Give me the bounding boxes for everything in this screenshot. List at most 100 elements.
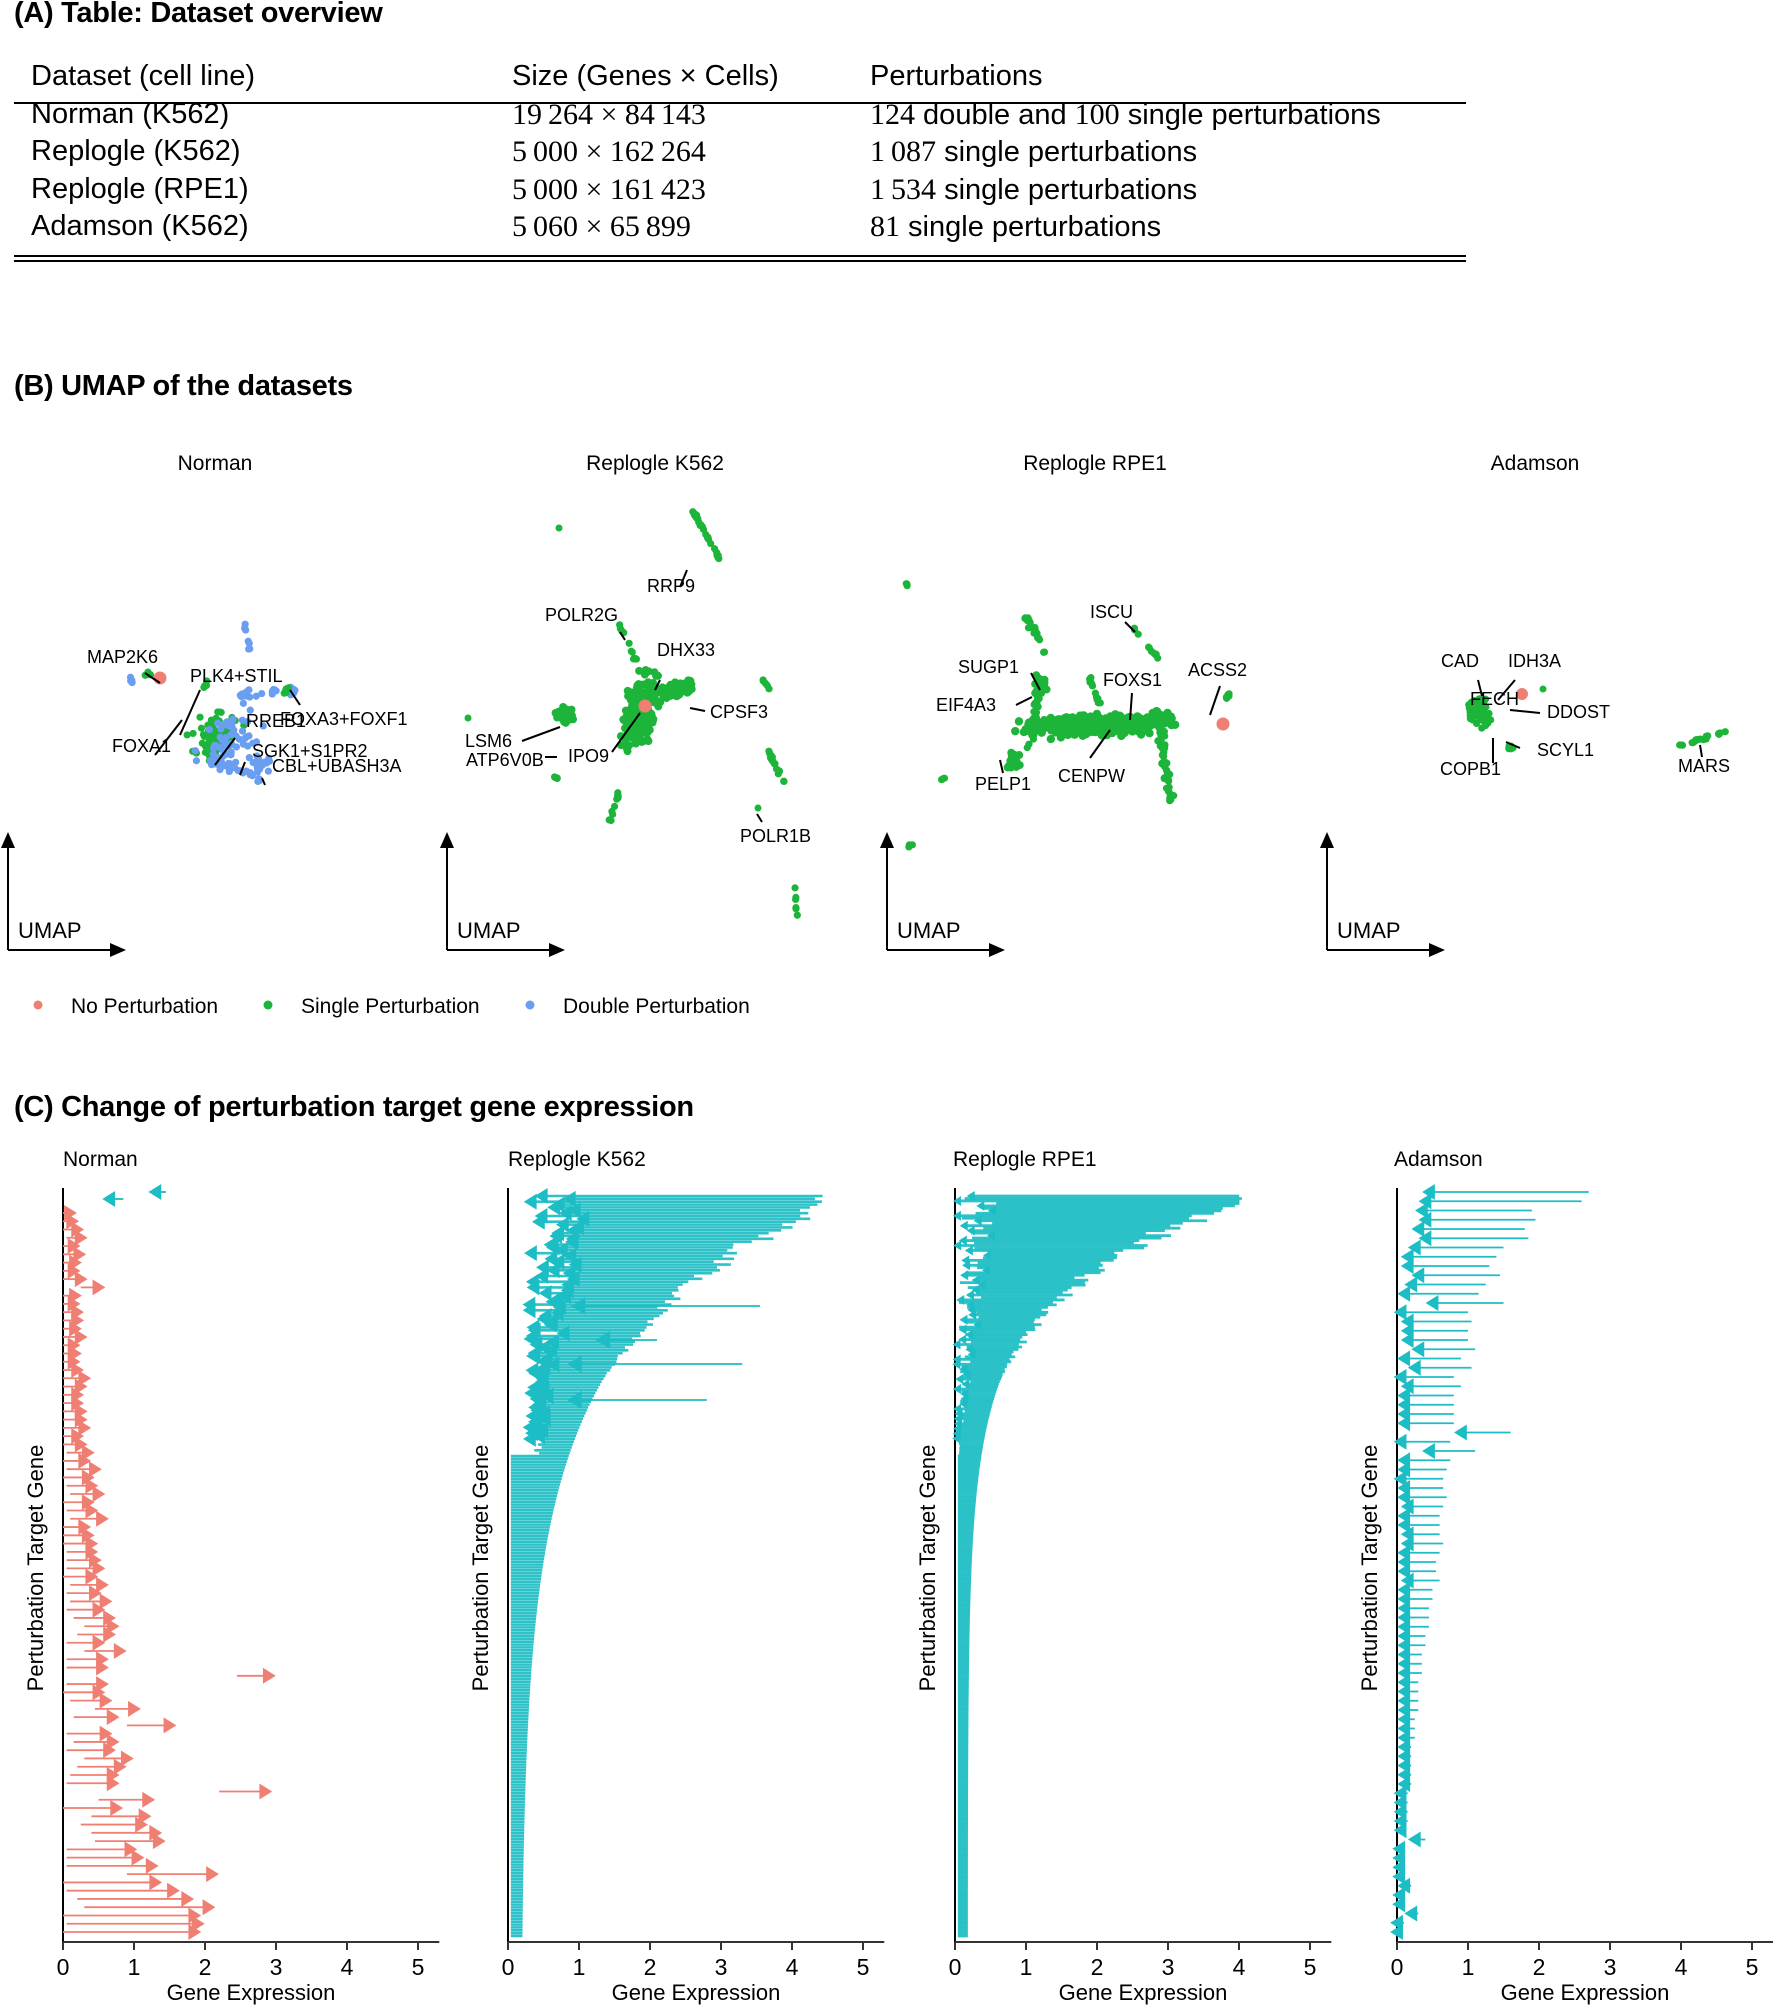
arrow-head bbox=[85, 1543, 99, 1560]
umap-point bbox=[792, 903, 800, 912]
arrow-head bbox=[952, 1339, 961, 1350]
umap-gene-label: FOXS1 bbox=[1103, 670, 1162, 690]
arrow-head bbox=[952, 1210, 961, 1221]
umap-point bbox=[244, 637, 252, 645]
arrow-head bbox=[1397, 1285, 1411, 1302]
arrow-head bbox=[1400, 1535, 1414, 1552]
arrow-head bbox=[113, 1643, 127, 1660]
arrow-head bbox=[952, 1433, 961, 1444]
x-tick-label: 1 bbox=[1462, 1954, 1475, 1980]
umap-point bbox=[1161, 744, 1169, 752]
arrow-head bbox=[536, 1310, 550, 1327]
arrow-head bbox=[1393, 1470, 1407, 1487]
umap-gene-label: MARS bbox=[1678, 756, 1730, 776]
label-leader-line bbox=[611, 712, 641, 753]
umap-point bbox=[1046, 734, 1056, 744]
umap-point bbox=[1704, 732, 1712, 740]
arrow-head bbox=[545, 1239, 559, 1256]
x-axis-label: Gene Expression bbox=[612, 1980, 781, 2005]
arrow-head bbox=[163, 1717, 177, 1734]
arrow-head bbox=[973, 1215, 982, 1226]
label-leader-line bbox=[1699, 744, 1703, 758]
table-row: Norman (K562) 19 264 × 84 143 124 double a… bbox=[14, 96, 1466, 134]
panel-a-title: (A) Table: Dataset overview bbox=[14, 0, 383, 29]
arrow-head bbox=[92, 1601, 106, 1618]
arrow-head bbox=[142, 1791, 156, 1808]
arrow-head bbox=[1397, 1517, 1411, 1533]
arrow-head bbox=[74, 1229, 88, 1246]
umap-point bbox=[1103, 726, 1112, 735]
umap-point bbox=[1688, 739, 1696, 747]
umap-plot-replogle-k562: Replogle K562 UMAP bbox=[440, 452, 724, 957]
umap-gene-label: CENPW bbox=[1058, 766, 1125, 786]
label-leader-line bbox=[654, 679, 661, 691]
arrow-head bbox=[526, 1348, 539, 1364]
umap-point bbox=[616, 625, 624, 633]
x-tick-label: 1 bbox=[128, 1954, 141, 1980]
umap-point bbox=[1030, 700, 1038, 709]
arrow-head bbox=[1393, 1304, 1407, 1321]
y-axis-label: Perturbation Target Gene bbox=[1357, 1445, 1382, 1692]
label-leader-line bbox=[239, 761, 246, 776]
umap-point bbox=[1125, 718, 1135, 727]
arrow-plot-norman: Norman 0 1 2 3 4 5 Gene Expression Perturbation … bbox=[23, 1148, 440, 2005]
label-leader-line bbox=[154, 719, 183, 756]
arrow-head bbox=[78, 1452, 92, 1469]
table-row: Adamson (K562) 5 060 × 65 899 81 single pe… bbox=[14, 208, 1466, 246]
arrow-head bbox=[69, 1320, 82, 1337]
label-leader-line bbox=[1124, 621, 1136, 633]
arrow-head bbox=[66, 1213, 80, 1230]
umap-point bbox=[629, 694, 638, 703]
umap-point bbox=[207, 716, 215, 724]
umap-point bbox=[633, 681, 642, 690]
umap-gene-label: SGK1+S1PR2 bbox=[252, 741, 368, 761]
arrow-head bbox=[1407, 1831, 1421, 1848]
cell-size: 5 000 × 161 423 bbox=[512, 172, 706, 206]
arrow-head bbox=[67, 1238, 81, 1255]
arrow-head bbox=[1392, 1896, 1406, 1913]
umap-point bbox=[641, 726, 650, 735]
umap-point bbox=[464, 714, 472, 722]
umap-gene-label: PELP1 bbox=[975, 774, 1031, 794]
umap-point bbox=[264, 767, 272, 775]
arrow-head bbox=[549, 1228, 563, 1244]
umap-points-replogle-k562 bbox=[464, 508, 801, 919]
arrow-head bbox=[1454, 1424, 1467, 1441]
umap-point bbox=[713, 549, 721, 557]
umap-point bbox=[1158, 751, 1166, 759]
x-tick-label: 0 bbox=[949, 1954, 962, 1980]
arrow-head bbox=[958, 1324, 967, 1335]
umap-point bbox=[1143, 713, 1152, 722]
umap-point bbox=[1038, 717, 1048, 727]
arrow-head bbox=[191, 1915, 205, 1932]
arrow-head bbox=[567, 1391, 582, 1409]
table-header-row: Dataset (cell line) Size (Genes × Cells)… bbox=[14, 58, 1466, 96]
umap-point bbox=[1539, 685, 1547, 693]
dataset-table: Dataset (cell line) Size (Genes × Cells)… bbox=[14, 58, 1466, 246]
umap-y-arrow-icon bbox=[440, 832, 454, 848]
umap-point bbox=[625, 639, 633, 647]
umap-point bbox=[1136, 730, 1146, 739]
umap-point bbox=[645, 716, 654, 725]
umap-point bbox=[191, 747, 199, 755]
arrow-head bbox=[106, 1733, 120, 1750]
umap-point bbox=[652, 696, 661, 705]
legend-item: No Perturbation bbox=[33, 995, 218, 1018]
arrow-head bbox=[952, 1384, 961, 1395]
umap-plot-title: Replogle RPE1 bbox=[1023, 452, 1167, 475]
arrow-head bbox=[74, 1271, 88, 1288]
umap-point bbox=[1476, 700, 1484, 709]
umap-point bbox=[644, 737, 653, 746]
umap-point bbox=[659, 692, 668, 701]
x-tick-label: 0 bbox=[1391, 1954, 1404, 1980]
umap-point bbox=[258, 689, 266, 698]
umap-point bbox=[607, 816, 615, 825]
umap-point bbox=[1011, 726, 1020, 736]
arrow-head bbox=[92, 1634, 106, 1651]
arrow-head bbox=[96, 1659, 109, 1676]
arrow-head bbox=[96, 1576, 109, 1593]
arrow-head bbox=[71, 1428, 85, 1445]
umap-point bbox=[197, 724, 206, 732]
cell-perturbations: 1 087 single perturbations bbox=[870, 135, 1198, 168]
arrow-plot-replogle-k562: Replogle K562 0 1 2 3 4 5 Gene Expression Pertur… bbox=[468, 1148, 885, 2005]
